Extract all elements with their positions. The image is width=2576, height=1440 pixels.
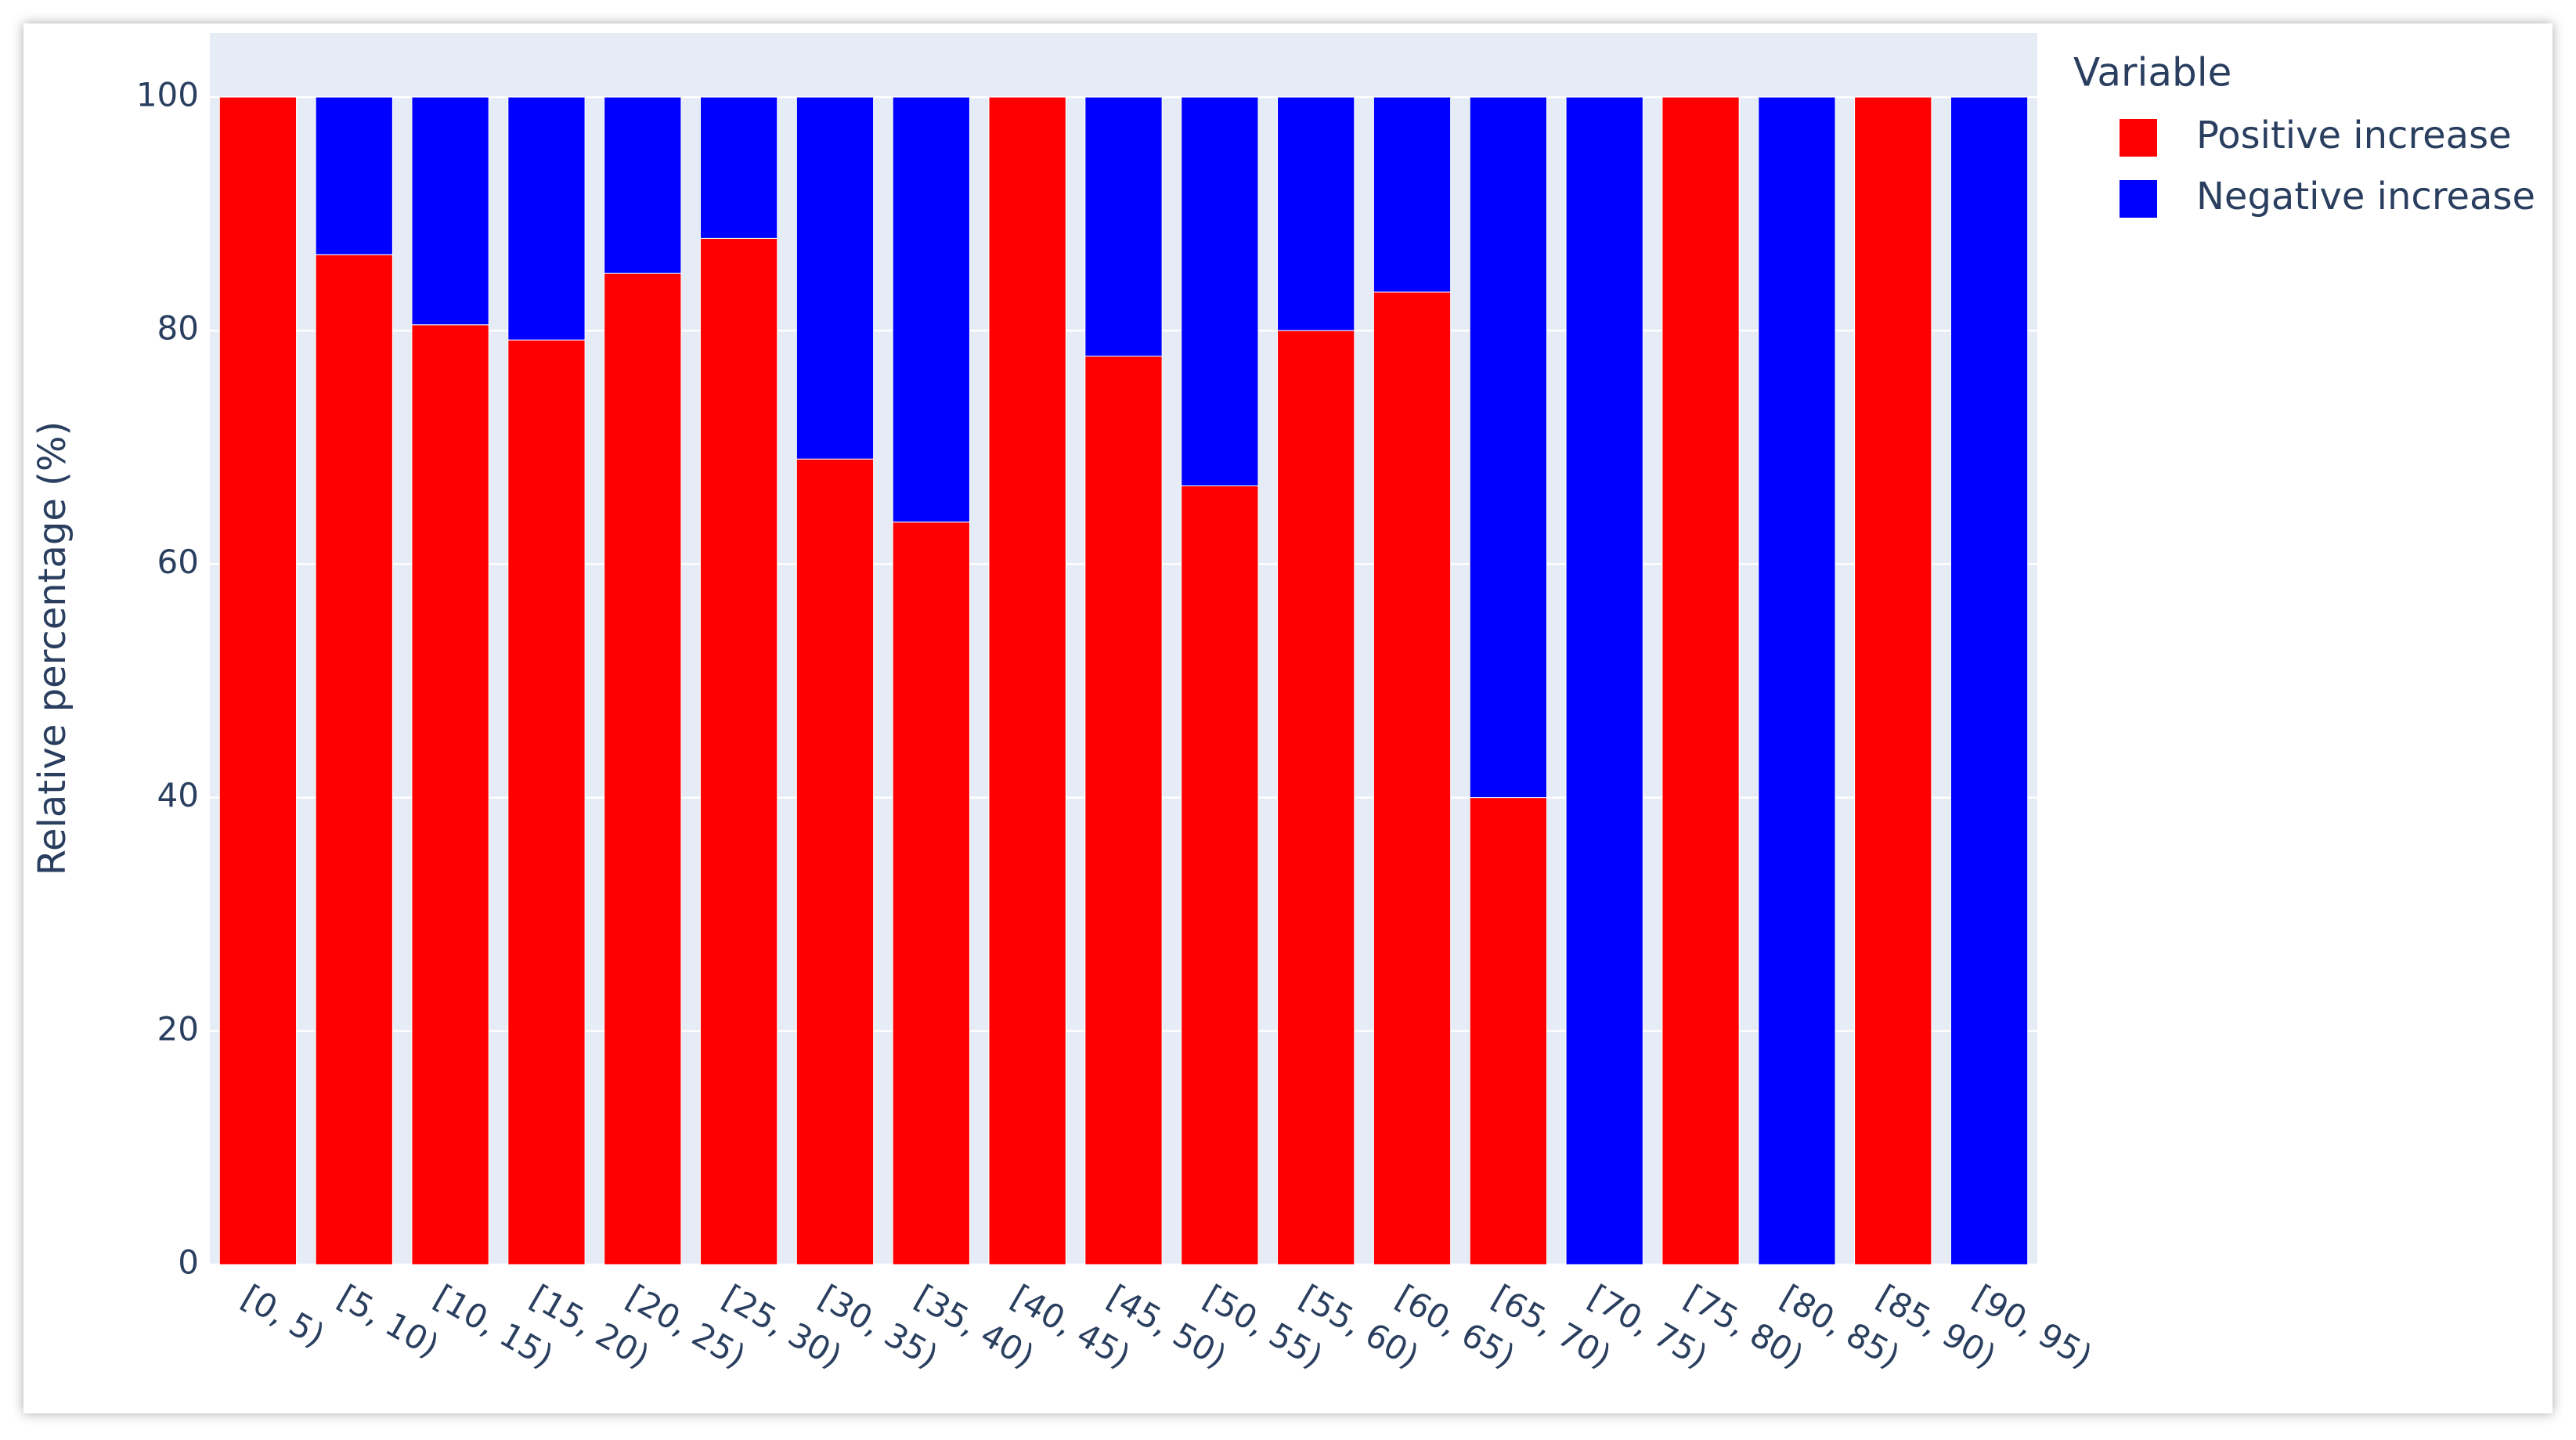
legend-title: Variable bbox=[2073, 50, 2231, 96]
bar-segment bbox=[892, 96, 970, 523]
bar-segment bbox=[507, 96, 586, 341]
bar-segment bbox=[1277, 96, 1355, 331]
bar-segment bbox=[1950, 96, 2029, 1265]
legend-swatch bbox=[2120, 180, 2157, 218]
y-tick-label: 0 bbox=[178, 1243, 199, 1282]
bar-segment bbox=[1661, 96, 1740, 1265]
bar-segment bbox=[218, 96, 298, 1265]
bar-segment bbox=[796, 458, 875, 1265]
bar-segment bbox=[1181, 96, 1259, 487]
bar-segment bbox=[315, 254, 393, 1265]
bar-segment bbox=[604, 96, 682, 274]
bar-segment bbox=[699, 237, 778, 1265]
bar-segment bbox=[507, 339, 586, 1265]
y-tick-label: 40 bbox=[157, 776, 199, 814]
legend-label: Negative increase bbox=[2196, 175, 2535, 218]
y-tick-label: 60 bbox=[157, 543, 199, 581]
y-tick-label: 100 bbox=[136, 76, 199, 114]
bar-segment bbox=[315, 96, 393, 255]
bar-segment bbox=[1373, 96, 1452, 293]
x-tick-label: [5, 10) bbox=[332, 1277, 446, 1365]
bar-segment bbox=[892, 522, 970, 1265]
bar-segment bbox=[988, 96, 1066, 1265]
bar-segment bbox=[1758, 96, 1836, 1265]
bar-segment bbox=[411, 96, 489, 326]
bar-segment bbox=[411, 324, 489, 1265]
x-tick-label: [0, 5) bbox=[236, 1277, 331, 1355]
bar-segment bbox=[1084, 96, 1163, 357]
bar-segment bbox=[1565, 96, 1643, 1265]
bar-segment bbox=[1277, 330, 1355, 1265]
bar-segment bbox=[1084, 355, 1163, 1265]
bar-segment bbox=[1854, 96, 1932, 1265]
bar-segment bbox=[604, 272, 682, 1265]
legend-swatch bbox=[2120, 119, 2157, 157]
y-tick-label: 20 bbox=[157, 1009, 199, 1048]
bar-segment bbox=[1469, 797, 1548, 1265]
bar-segment bbox=[699, 96, 778, 239]
bar-segment bbox=[1373, 291, 1452, 1265]
bar-segment bbox=[796, 96, 875, 460]
y-axis-title: Relative percentage (%) bbox=[31, 421, 74, 875]
y-tick-label: 80 bbox=[157, 309, 199, 348]
bars bbox=[218, 96, 2029, 1265]
bar-segment bbox=[1469, 96, 1548, 799]
bar-segment bbox=[1181, 485, 1259, 1265]
legend-label: Positive increase bbox=[2196, 114, 2512, 157]
